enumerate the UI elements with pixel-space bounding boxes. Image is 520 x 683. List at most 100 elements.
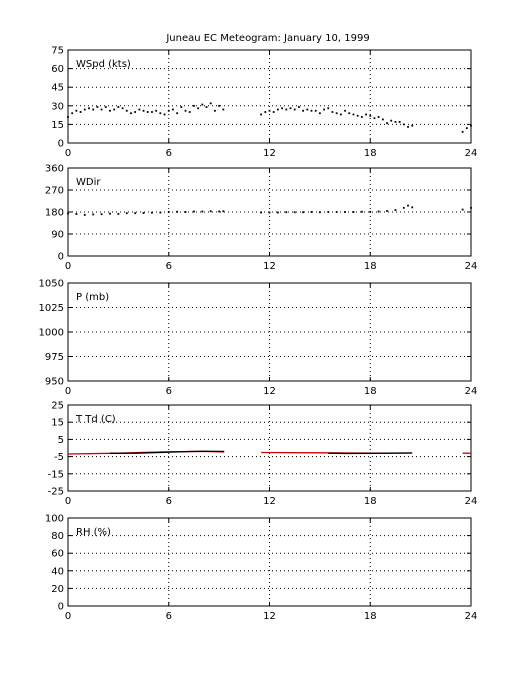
y-tick-label: 360 xyxy=(45,164,64,175)
data-point xyxy=(398,121,401,123)
data-point xyxy=(100,213,103,216)
data-point xyxy=(402,206,405,209)
y-tick-label: 270 xyxy=(45,186,64,197)
data-point xyxy=(327,211,330,213)
data-point xyxy=(201,103,204,106)
data-point xyxy=(402,123,405,126)
data-point xyxy=(134,212,137,215)
data-point xyxy=(314,109,317,112)
panel-title: WDir xyxy=(76,177,101,188)
x-tick-label: 12 xyxy=(263,611,276,622)
data-point xyxy=(394,209,397,211)
x-tick-label: 24 xyxy=(465,148,478,159)
data-point xyxy=(348,112,351,115)
data-point xyxy=(146,111,149,113)
panel-4: 0 6 12 18 24 0 20 40 60 80 100 RH (%) xyxy=(45,514,477,623)
data-point xyxy=(75,213,78,215)
data-point xyxy=(302,109,304,112)
data-point xyxy=(318,112,321,115)
data-point xyxy=(67,116,69,118)
panel-title: RH (%) xyxy=(76,527,111,538)
data-point xyxy=(222,108,225,111)
data-point xyxy=(138,108,141,111)
data-point xyxy=(142,212,145,214)
data-point xyxy=(377,116,380,118)
data-point xyxy=(285,108,288,111)
data-point xyxy=(180,106,183,108)
x-tick-label: 24 xyxy=(465,496,478,507)
y-tick-label: 40 xyxy=(51,566,64,577)
data-point xyxy=(83,214,86,216)
y-tick-label: 45 xyxy=(51,83,64,94)
data-point xyxy=(360,210,363,213)
x-tick-label: 0 xyxy=(65,148,71,159)
data-point xyxy=(100,108,103,111)
data-point xyxy=(109,109,111,112)
data-point xyxy=(470,206,472,209)
data-point xyxy=(289,107,292,110)
data-point xyxy=(302,211,304,214)
data-point xyxy=(67,212,69,215)
data-point xyxy=(285,211,288,214)
y-tick-label: 0 xyxy=(58,139,64,150)
data-point xyxy=(386,122,388,125)
y-tick-label: 180 xyxy=(45,208,64,219)
data-point xyxy=(394,121,397,123)
data-point xyxy=(352,211,355,213)
x-tick-label: 12 xyxy=(263,386,276,397)
data-point xyxy=(318,211,321,214)
data-point xyxy=(461,208,464,211)
data-point xyxy=(71,112,74,115)
y-tick-label: 25 xyxy=(51,401,64,412)
data-point xyxy=(88,107,90,110)
data-point xyxy=(268,211,271,214)
y-tick-label: -25 xyxy=(48,487,64,498)
data-point xyxy=(369,114,372,117)
data-point xyxy=(272,111,275,113)
data-point xyxy=(264,111,267,113)
data-point xyxy=(167,211,170,213)
data-point xyxy=(339,113,342,116)
data-point xyxy=(344,211,346,213)
data-point xyxy=(331,111,334,113)
data-point xyxy=(411,206,414,209)
data-point xyxy=(214,109,216,112)
data-point xyxy=(75,109,78,112)
data-point xyxy=(222,210,225,213)
panel-2: 0 6 12 18 24 950 975 1000 1025 1050 P (mb) xyxy=(39,279,478,398)
data-point xyxy=(373,117,376,120)
data-point xyxy=(470,124,472,127)
figure-title: Juneau EC Meteogram: January 10, 1999 xyxy=(165,33,369,44)
y-tick-label: 15 xyxy=(51,418,64,429)
x-tick-label: 6 xyxy=(166,496,172,507)
data-point xyxy=(193,210,195,213)
y-tick-label: 75 xyxy=(51,46,64,57)
y-tick-label: 30 xyxy=(51,101,64,112)
x-tick-label: 18 xyxy=(364,611,377,622)
x-tick-label: 6 xyxy=(166,611,172,622)
data-point xyxy=(184,211,187,213)
data-point xyxy=(218,104,221,107)
x-tick-label: 6 xyxy=(166,261,172,272)
y-tick-label: 1000 xyxy=(39,328,64,339)
data-point xyxy=(377,210,380,213)
x-tick-label: 0 xyxy=(65,261,71,272)
y-tick-label: 1050 xyxy=(39,279,64,290)
x-tick-label: 12 xyxy=(263,148,276,159)
x-tick-label: 0 xyxy=(65,496,71,507)
data-point xyxy=(117,213,120,215)
data-point xyxy=(79,111,82,113)
y-tick-label: -5 xyxy=(54,452,64,463)
x-tick-label: 18 xyxy=(364,261,377,272)
y-tick-label: 80 xyxy=(51,531,64,542)
data-point xyxy=(188,111,191,113)
data-point xyxy=(125,212,128,215)
x-tick-label: 6 xyxy=(166,386,172,397)
x-tick-label: 12 xyxy=(263,261,276,272)
x-tick-label: 24 xyxy=(465,261,478,272)
data-point xyxy=(167,109,170,112)
y-tick-label: 60 xyxy=(51,549,64,560)
y-tick-label: 975 xyxy=(45,352,64,363)
data-point xyxy=(386,210,388,212)
data-point xyxy=(151,111,153,113)
